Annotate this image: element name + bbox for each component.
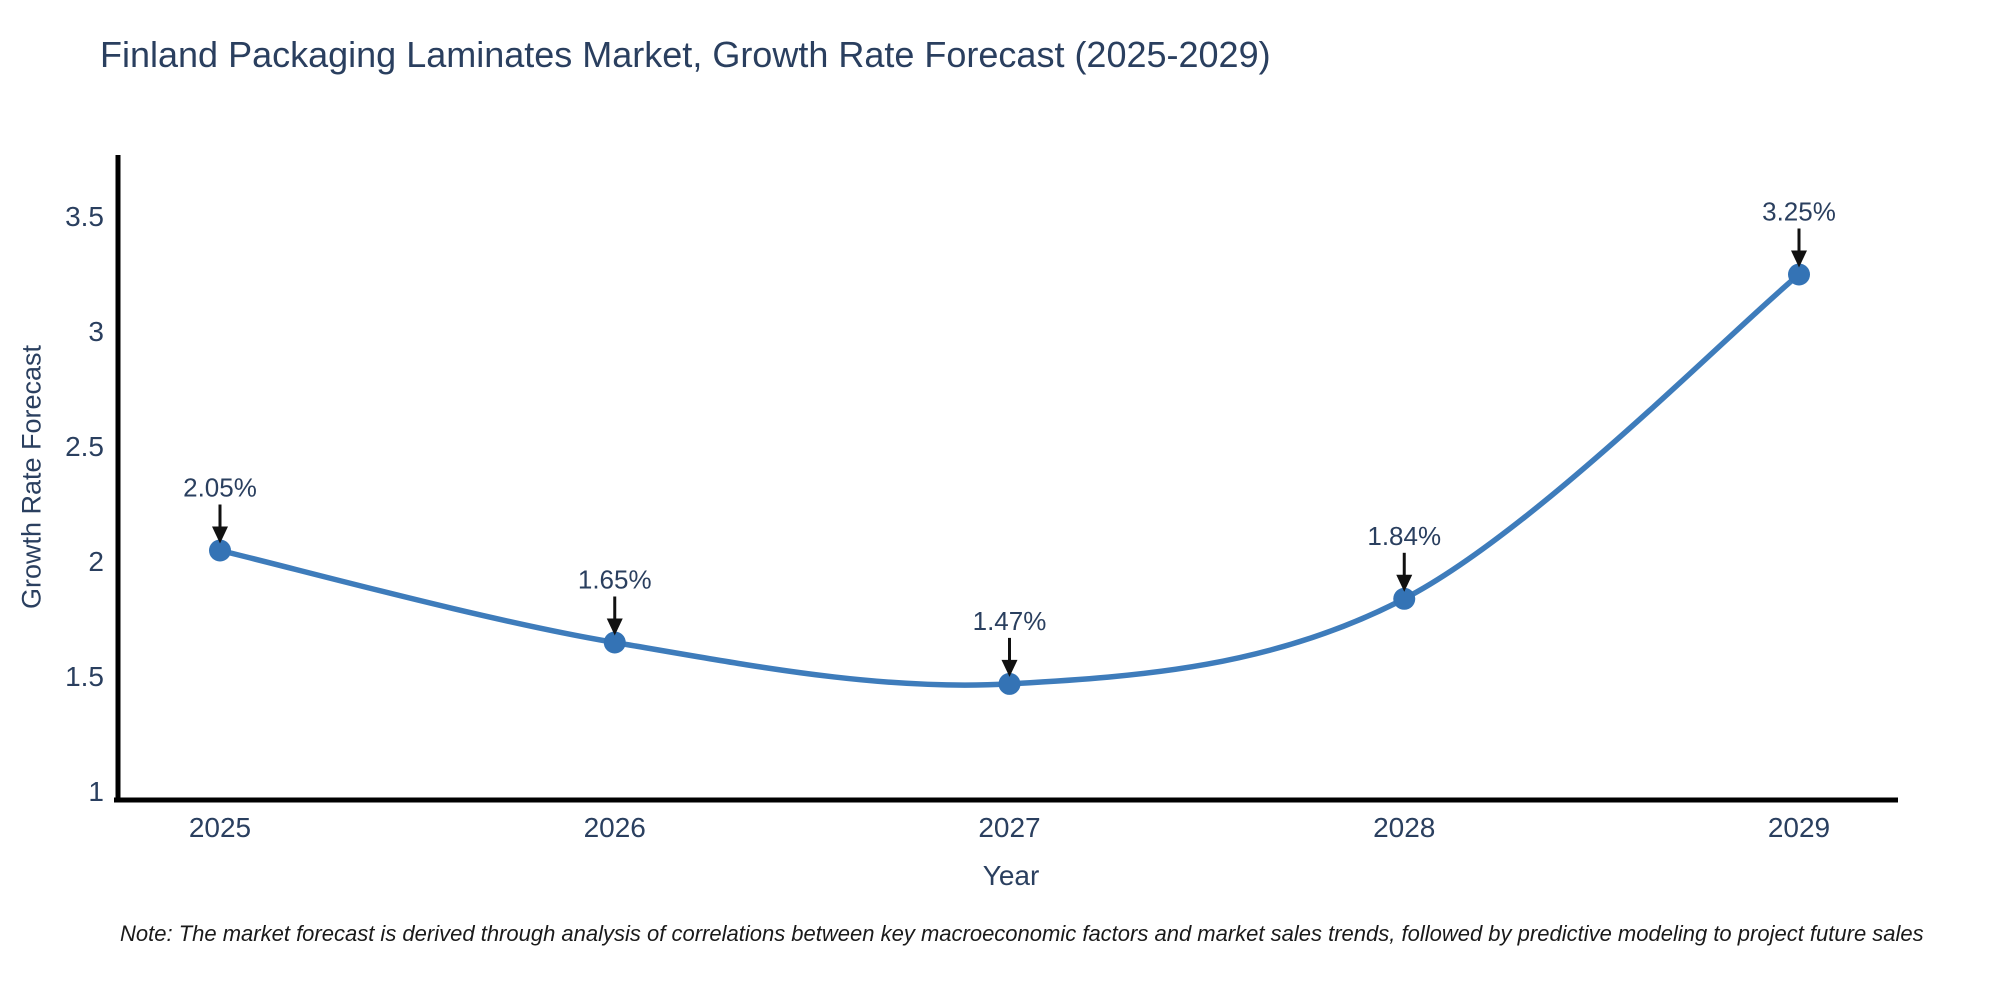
annotation-arrowhead [212, 526, 228, 544]
point-value-label: 3.25% [1762, 197, 1836, 227]
data-point [1788, 263, 1810, 286]
chart-title: Finland Packaging Laminates Market, Grow… [100, 34, 1271, 75]
x-axis-title: Year [982, 860, 1040, 891]
y-tick-label: 1 [88, 776, 104, 807]
y-tick-label: 3.5 [65, 201, 104, 232]
x-tick-label: 2027 [978, 812, 1040, 843]
y-tick-label: 3 [88, 316, 104, 347]
data-point [603, 631, 626, 654]
point-value-label: 1.47% [973, 606, 1047, 636]
x-tick-label: 2026 [584, 812, 646, 843]
annotation-arrowhead [606, 618, 623, 636]
x-tick-label: 2025 [189, 812, 251, 843]
data-point [998, 672, 1021, 695]
data-point [209, 539, 231, 562]
data-point [1393, 587, 1416, 610]
x-tick-label: 2029 [1768, 812, 1830, 843]
point-value-label: 1.65% [578, 565, 652, 595]
footnote: Note: The market forecast is derived thr… [120, 921, 1924, 946]
y-tick-label: 2 [88, 546, 104, 577]
x-tick-label: 2028 [1373, 812, 1435, 843]
y-tick-label: 2.5 [65, 431, 104, 462]
annotation-arrowhead [1396, 574, 1413, 592]
annotation-arrowhead [1001, 659, 1018, 677]
annotation-arrowhead [1791, 250, 1807, 268]
point-value-label: 1.84% [1367, 521, 1441, 551]
point-value-label: 2.05% [183, 473, 257, 503]
y-tick-label: 1.5 [65, 661, 104, 692]
